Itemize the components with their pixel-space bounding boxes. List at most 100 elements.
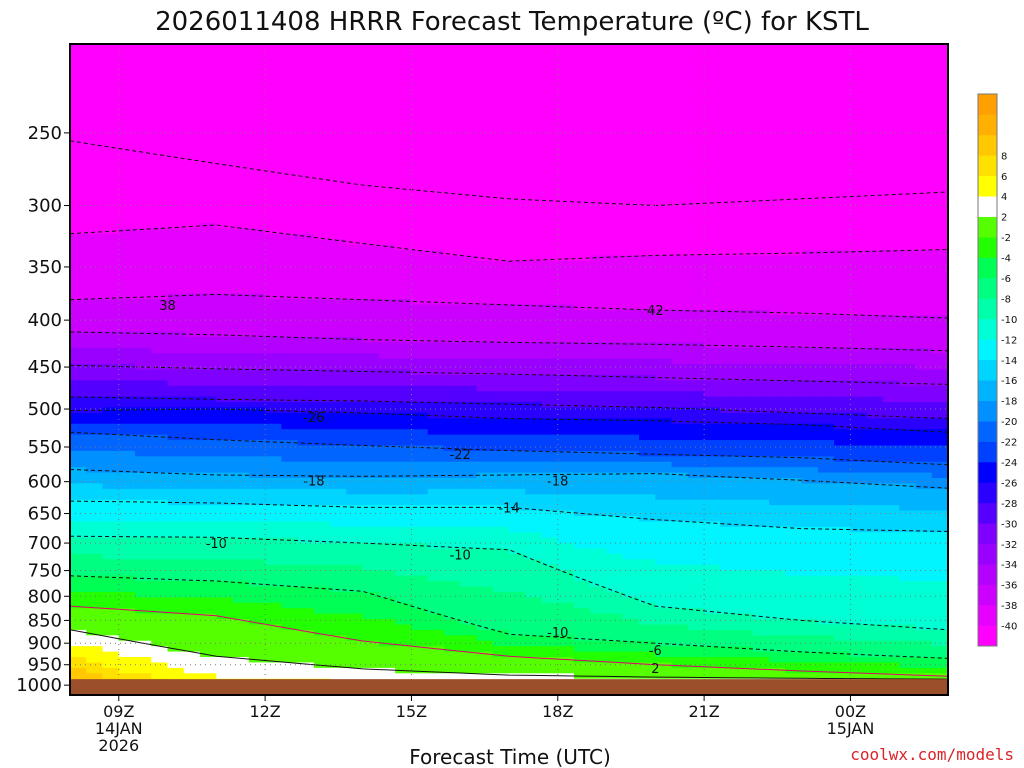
temperature-cell xyxy=(541,255,559,262)
temperature-cell xyxy=(248,358,266,365)
temperature-cell xyxy=(671,304,689,311)
temperature-cell xyxy=(70,103,87,110)
temperature-cell xyxy=(704,309,721,316)
temperature-cell xyxy=(167,591,185,598)
temperature-cell xyxy=(330,646,348,653)
temperature-cell xyxy=(411,407,429,414)
temperature-cell xyxy=(736,385,754,392)
temperature-cell xyxy=(509,119,526,126)
temperature-cell xyxy=(118,320,136,327)
temperature-cell xyxy=(102,49,120,56)
temperature-cell xyxy=(183,608,201,615)
temperature-cell xyxy=(248,521,266,528)
temperature-cell xyxy=(70,499,87,506)
temperature-cell xyxy=(525,543,543,550)
temperature-cell xyxy=(687,515,705,522)
temperature-cell xyxy=(476,331,494,338)
temperature-cell xyxy=(135,109,152,116)
temperature-cell xyxy=(525,119,543,126)
temperature-cell xyxy=(736,185,754,192)
temperature-cell xyxy=(362,505,380,512)
temperature-cell xyxy=(655,483,673,490)
temperature-cell xyxy=(736,163,754,170)
temperature-cell xyxy=(574,81,591,89)
temperature-cell xyxy=(135,87,152,94)
temperature-cell xyxy=(622,168,640,175)
temperature-cell xyxy=(411,608,429,615)
temperature-cell xyxy=(671,342,689,349)
temperature-cell xyxy=(297,212,315,219)
temperature-cell xyxy=(216,667,234,674)
temperature-cell xyxy=(362,277,380,284)
temperature-cell xyxy=(167,255,185,262)
temperature-cell xyxy=(135,114,152,121)
temperature-cell xyxy=(687,402,705,409)
temperature-cell xyxy=(183,407,201,414)
temperature-cell xyxy=(346,657,364,664)
temperature-cell xyxy=(720,71,738,78)
temperature-cell xyxy=(281,233,299,240)
temperature-cell xyxy=(574,288,591,295)
temperature-cell xyxy=(590,130,608,137)
temperature-cell xyxy=(411,347,429,354)
temperature-cell xyxy=(265,347,282,354)
temperature-cell xyxy=(86,331,104,338)
temperature-cell xyxy=(476,532,494,539)
temperature-cell xyxy=(509,526,526,533)
temperature-cell xyxy=(395,228,413,235)
temperature-cell xyxy=(557,467,575,474)
temperature-cell xyxy=(590,537,608,544)
temperature-cell xyxy=(265,646,282,653)
temperature-cell xyxy=(378,619,396,626)
temperature-cell xyxy=(346,651,364,658)
temperature-cell xyxy=(492,271,510,278)
temperature-cell xyxy=(655,407,673,414)
temperature-cell xyxy=(216,320,234,327)
temperature-cell xyxy=(460,179,478,186)
temperature-cell xyxy=(655,651,673,658)
temperature-cell xyxy=(265,613,282,620)
temperature-cell xyxy=(427,619,445,626)
temperature-cell xyxy=(427,548,445,555)
temperature-cell xyxy=(557,206,575,213)
temperature-cell xyxy=(606,657,624,664)
temperature-cell xyxy=(167,157,185,164)
temperature-cell xyxy=(135,570,152,577)
temperature-cell xyxy=(378,304,396,311)
temperature-cell xyxy=(639,635,656,642)
temperature-cell xyxy=(590,364,608,371)
temperature-cell xyxy=(492,635,510,642)
temperature-cell xyxy=(248,92,266,99)
temperature-cell xyxy=(118,396,136,403)
temperature-cell xyxy=(590,119,608,126)
temperature-cell xyxy=(395,624,413,631)
temperature-cell xyxy=(704,434,721,441)
temperature-cell xyxy=(720,629,738,636)
temperature-cell xyxy=(736,212,754,219)
temperature-cell xyxy=(362,380,380,387)
temperature-cell xyxy=(476,461,494,468)
temperature-cell xyxy=(460,60,478,67)
temperature-cell xyxy=(574,336,591,343)
temperature-cell xyxy=(525,109,543,116)
temperature-cell xyxy=(541,391,559,398)
temperature-cell xyxy=(606,613,624,620)
temperature-cell xyxy=(704,374,721,381)
temperature-cell xyxy=(460,505,478,512)
temperature-cell xyxy=(622,624,640,631)
temperature-cell xyxy=(427,336,445,343)
temperature-cell xyxy=(248,586,266,593)
temperature-cell xyxy=(427,608,445,615)
temperature-cell xyxy=(671,467,689,474)
temperature-cell xyxy=(167,543,185,550)
temperature-cell xyxy=(281,515,299,522)
temperature-cell xyxy=(509,44,526,51)
temperature-cell xyxy=(509,434,526,441)
temperature-cell xyxy=(395,358,413,365)
temperature-cell xyxy=(395,374,413,381)
temperature-cell xyxy=(346,499,364,506)
temperature-cell xyxy=(460,651,478,658)
temperature-cell xyxy=(655,412,673,419)
temperature-cell xyxy=(492,499,510,506)
temperature-cell xyxy=(297,347,315,354)
